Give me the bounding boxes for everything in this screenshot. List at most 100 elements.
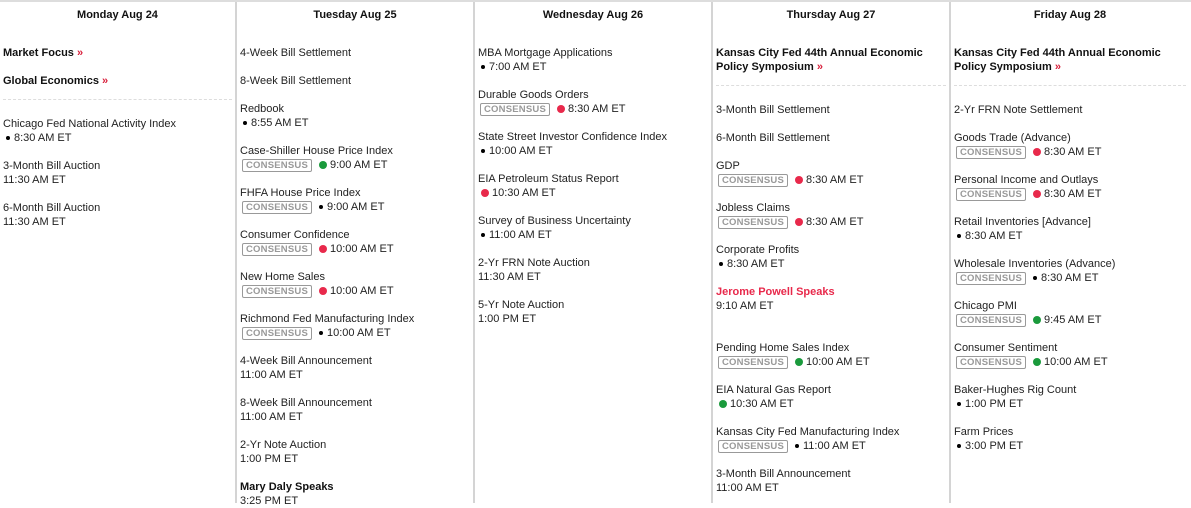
event-item: Mary Daly Speaks 3:25 PM ET <box>240 480 470 508</box>
importance-red-dot-icon <box>318 245 327 253</box>
featured-link[interactable]: Global Economics » <box>3 74 232 88</box>
consensus-button[interactable]: CONSENSUS <box>242 158 312 172</box>
event-name-link[interactable]: Durable Goods Orders <box>478 89 589 101</box>
event-item: 3-Month Bill Settlement <box>716 103 946 117</box>
event-name-link[interactable]: Redbook <box>240 103 285 115</box>
consensus-button[interactable]: CONSENSUS <box>242 326 312 340</box>
event-name-link[interactable]: 5-Yr Note Auction <box>478 299 565 311</box>
event-item: 3-Month Bill Auction 11:30 AM ET <box>3 159 232 187</box>
event-name-link[interactable]: Jobless Claims <box>716 202 790 214</box>
event-item: 4-Week Bill Announcement 11:00 AM ET <box>240 354 470 382</box>
event-time: 10:00 AM ET <box>326 327 391 339</box>
event-name-link[interactable]: 2-Yr Note Auction <box>240 439 327 451</box>
event-name-link[interactable]: 3-Month Bill Auction <box>3 160 101 172</box>
event-name-link[interactable]: 2-Yr FRN Note Auction <box>478 257 590 269</box>
event-name-link[interactable]: 3-Month Bill Announcement <box>716 468 851 480</box>
event-time: 1:00 PM ET <box>965 398 1024 410</box>
consensus-button[interactable]: CONSENSUS <box>480 102 550 116</box>
event-name-link[interactable]: GDP <box>716 160 740 172</box>
consensus-button[interactable]: CONSENSUS <box>242 284 312 298</box>
consensus-button[interactable]: CONSENSUS <box>718 439 788 453</box>
event-item: Wholesale Inventories (Advance) CONSENSUS… <box>954 257 1186 285</box>
event-name-link[interactable]: Consumer Confidence <box>240 229 350 241</box>
event-name-link[interactable]: 4-Week Bill Settlement <box>240 47 352 59</box>
featured-link[interactable]: Kansas City Fed 44th Annual Economic Pol… <box>716 46 946 74</box>
event-name-link[interactable]: Retail Inventories [Advance] <box>954 216 1091 228</box>
event-time: 11:00 AM ET <box>240 369 303 381</box>
event-name-link[interactable]: Goods Trade (Advance) <box>954 132 1071 144</box>
consensus-button[interactable]: CONSENSUS <box>718 173 788 187</box>
event-list: 2-Yr FRN Note Settlement Goods Trade (Adv… <box>954 103 1186 453</box>
consensus-button[interactable]: CONSENSUS <box>956 271 1026 285</box>
event-name-link[interactable]: New Home Sales <box>240 271 325 283</box>
event-name-link[interactable]: Kansas City Fed Manufacturing Index <box>716 426 900 438</box>
event-item: Corporate Profits 8:30 AM ET <box>716 243 946 271</box>
event-name-link[interactable]: 3-Month Bill Settlement <box>716 104 830 116</box>
divider <box>716 85 946 86</box>
event-details: CONSENSUS 10:00 AM ET <box>716 355 946 369</box>
importance-black-dot-icon <box>6 136 10 140</box>
event-details: CONSENSUS 9:00 AM ET <box>240 158 470 172</box>
event-name-link[interactable]: Survey of Business Uncertainty <box>478 215 631 227</box>
event-item: Goods Trade (Advance) CONSENSUS 8:30 AM ET <box>954 131 1186 159</box>
importance-black-dot-icon <box>957 444 961 448</box>
event-name-link[interactable]: 2-Yr FRN Note Settlement <box>954 104 1083 116</box>
event-time: 3:25 PM ET <box>240 495 299 507</box>
event-name-link[interactable]: Richmond Fed Manufacturing Index <box>240 313 415 325</box>
consensus-button[interactable]: CONSENSUS <box>956 313 1026 327</box>
event-details: 10:30 AM ET <box>716 397 946 411</box>
event-details: 11:00 AM ET <box>716 481 946 495</box>
event-details: CONSENSUS 8:30 AM ET <box>478 102 708 116</box>
importance-green-dot-icon <box>719 400 727 408</box>
consensus-button[interactable]: CONSENSUS <box>242 242 312 256</box>
featured-links: Kansas City Fed 44th Annual Economic Pol… <box>954 34 1186 74</box>
event-name-link[interactable]: 6-Month Bill Settlement <box>716 132 830 144</box>
event-list: MBA Mortgage Applications 7:00 AM ET Durab… <box>478 46 708 326</box>
consensus-button[interactable]: CONSENSUS <box>956 145 1026 159</box>
event-name-link[interactable]: Chicago Fed National Activity Index <box>3 118 177 130</box>
double-chevron-icon: » <box>816 61 823 73</box>
event-details: CONSENSUS 10:00 AM ET <box>954 355 1186 369</box>
event-name-link[interactable]: 4-Week Bill Announcement <box>240 355 372 367</box>
event-name-link[interactable]: Farm Prices <box>954 426 1014 438</box>
event-name-link[interactable]: Consumer Sentiment <box>954 342 1058 354</box>
event-name-link[interactable]: Pending Home Sales Index <box>716 342 850 354</box>
event-name-link[interactable]: Wholesale Inventories (Advance) <box>954 258 1116 270</box>
event-name-link[interactable]: Corporate Profits <box>716 244 800 256</box>
consensus-button[interactable]: CONSENSUS <box>956 187 1026 201</box>
event-item: Richmond Fed Manufacturing Index CONSENSU… <box>240 312 470 340</box>
event-name-link[interactable]: Personal Income and Outlays <box>954 174 1099 186</box>
featured-link[interactable]: Kansas City Fed 44th Annual Economic Pol… <box>954 46 1186 74</box>
event-name-link[interactable]: EIA Petroleum Status Report <box>478 173 619 185</box>
event-name-link[interactable]: State Street Investor Confidence Index <box>478 131 667 143</box>
double-chevron-icon: » <box>76 47 84 59</box>
event-name-link[interactable]: Jerome Powell Speaks <box>716 286 835 298</box>
event-details: 3:00 PM ET <box>954 439 1186 453</box>
consensus-button[interactable]: CONSENSUS <box>718 215 788 229</box>
event-item: 6-Month Bill Settlement <box>716 131 946 145</box>
event-name-link[interactable]: 8-Week Bill Settlement <box>240 75 352 87</box>
event-time: 11:00 AM ET <box>802 440 866 452</box>
featured-links: Market Focus » Global Economics » <box>3 34 232 88</box>
event-details: CONSENSUS 8:30 AM ET <box>954 271 1186 285</box>
divider <box>954 85 1186 86</box>
event-details: 3:25 PM ET <box>240 494 470 508</box>
event-name-link[interactable]: Case-Shiller House Price Index <box>240 145 393 157</box>
consensus-button[interactable]: CONSENSUS <box>956 355 1026 369</box>
event-name-link[interactable]: MBA Mortgage Applications <box>478 47 613 59</box>
event-item: 2-Yr FRN Note Settlement <box>954 103 1186 117</box>
event-name-link[interactable]: 8-Week Bill Announcement <box>240 397 372 409</box>
event-name-link[interactable]: FHFA House Price Index <box>240 187 361 199</box>
consensus-button[interactable]: CONSENSUS <box>242 200 312 214</box>
event-time: 9:10 AM ET <box>716 300 774 312</box>
event-item: FHFA House Price Index CONSENSUS 9:00 AM E… <box>240 186 470 214</box>
event-item: 4-Week Bill Settlement <box>240 46 470 60</box>
event-name-link[interactable]: Mary Daly Speaks <box>240 481 334 493</box>
event-name-link[interactable]: Baker-Hughes Rig Count <box>954 384 1077 396</box>
event-name-link[interactable]: 6-Month Bill Auction <box>3 202 101 214</box>
day-header: Tuesday Aug 25 <box>313 9 397 21</box>
featured-link[interactable]: Market Focus » <box>3 46 232 60</box>
consensus-button[interactable]: CONSENSUS <box>718 355 788 369</box>
event-name-link[interactable]: Chicago PMI <box>954 300 1017 312</box>
event-name-link[interactable]: EIA Natural Gas Report <box>716 384 831 396</box>
